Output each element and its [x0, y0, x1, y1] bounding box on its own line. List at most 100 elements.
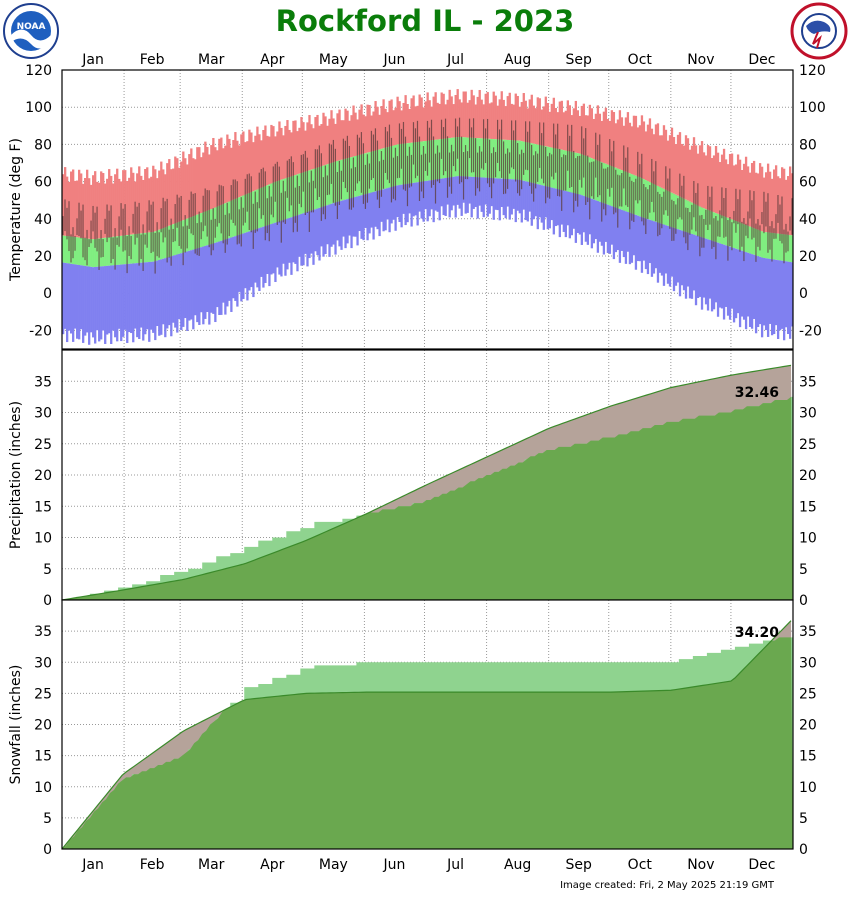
record-high-bar: [200, 157, 203, 214]
record-low-bar: [218, 241, 221, 316]
observed-temperature-bar: [210, 219, 212, 256]
observed-temperature-bar: [669, 168, 671, 229]
record-high-bar: [514, 93, 517, 141]
observed-temperature-bar: [535, 151, 537, 189]
observed-temperature-bar: [591, 161, 593, 197]
observed-temperature-bar: [248, 173, 250, 231]
record-low-bar: [762, 257, 766, 326]
record-low-bar: [722, 244, 726, 320]
observed-temperature-bar: [537, 153, 539, 182]
record-high-bar: [90, 184, 93, 240]
record-high-bar: [262, 129, 265, 187]
normal-range-bar: [116, 236, 119, 265]
record-high-bar: [186, 164, 189, 219]
observed-temperature-bar: [737, 199, 739, 225]
record-low-bar: [660, 223, 664, 276]
record-low-bar: [524, 181, 527, 221]
x-tick-label-top: Mar: [198, 52, 225, 68]
record-low-bar: [552, 188, 555, 235]
observed-temperature-bar: [324, 165, 326, 220]
observed-temperature-bar: [673, 201, 675, 241]
observed-temperature-bar: [236, 181, 238, 245]
observed-temperature-bar: [753, 191, 755, 238]
observed-temperature-bar: [350, 168, 352, 210]
record-high-bar: [712, 155, 716, 213]
observed-temperature-bar: [338, 160, 340, 205]
observed-temperature-bar: [464, 145, 467, 180]
record-low-bar: [362, 194, 365, 241]
record-high-bar: [718, 162, 722, 215]
observed-temperature-bar: [533, 155, 535, 202]
record-high-bar: [454, 94, 457, 138]
observed-temperature-bar: [639, 164, 641, 201]
observed-temperature-bar: [374, 128, 377, 191]
normal-range-bar: [148, 232, 151, 263]
record-high-bar: [62, 174, 65, 236]
observed-temperature-bar: [254, 191, 256, 233]
y-tick-label-left: 20: [34, 468, 52, 484]
record-low-bar: [726, 246, 730, 316]
observed-temperature-bar: [496, 119, 499, 163]
normal-range-bar: [76, 237, 79, 265]
record-high-bar: [754, 172, 758, 229]
normal-range-bar: [136, 233, 139, 264]
record-high-bar: [654, 124, 658, 185]
record-low-bar: [596, 200, 600, 253]
observed-temperature-bar: [108, 210, 110, 238]
record-low-bar: [736, 249, 740, 314]
observed-temperature-bar: [739, 189, 741, 252]
observed-temperature-bar: [541, 133, 543, 179]
normal-range-bar: [720, 215, 724, 245]
observed-temperature-bar: [152, 201, 154, 252]
record-high-bar: [100, 171, 103, 239]
normal-range-bar: [162, 228, 165, 259]
record-high-bar: [600, 120, 604, 163]
observed-temperature-bar: [458, 117, 461, 184]
observed-temperature-bar: [146, 211, 148, 248]
plot-border: [61, 599, 794, 850]
observed-temperature-bar: [120, 203, 122, 230]
record-low-bar: [284, 219, 287, 276]
record-high-bar: [544, 96, 547, 147]
x-tick-label-bottom: Jan: [81, 857, 104, 873]
record-high-bar: [84, 178, 87, 239]
observed-temperature-bar: [282, 180, 284, 223]
normal-range-bar: [774, 233, 778, 260]
x-tick-label-bottom: Aug: [504, 857, 531, 873]
observed-temperature-bar: [631, 180, 633, 221]
record-low-bar: [630, 213, 634, 263]
record-low-bar: [444, 178, 447, 216]
record-high-bar: [238, 145, 241, 198]
observed-temperature-bar: [74, 235, 76, 251]
record-low-bar: [154, 261, 157, 341]
record-high-bar: [606, 119, 610, 165]
record-high-bar: [170, 169, 173, 225]
record-low-bar: [62, 262, 65, 335]
record-low-bar: [190, 250, 193, 320]
total-annotation: 34.20: [735, 625, 780, 641]
record-low-bar: [780, 260, 784, 329]
observed-temperature-bar: [777, 195, 779, 223]
observed-temperature-bar: [697, 183, 699, 237]
observed-temperature-bar: [531, 144, 533, 194]
normal-range-bar: [134, 234, 137, 264]
record-low-bar: [290, 217, 293, 275]
record-low-bar: [640, 217, 644, 273]
observed-temperature-bar: [785, 223, 787, 253]
observed-temperature-bar: [228, 213, 230, 237]
normal-range-bar: [246, 193, 249, 233]
record-high-bar: [210, 145, 213, 210]
y-tick-label-right: -20: [799, 323, 822, 339]
record-high-bar: [768, 171, 772, 233]
observed-temperature-bar: [264, 171, 266, 241]
observed-temperature-bar: [779, 204, 781, 241]
observed-temperature-bar: [509, 152, 511, 174]
record-high-bar: [138, 166, 141, 234]
record-low-bar: [448, 177, 451, 218]
y-tick-label-right: 20: [799, 718, 817, 734]
record-low-bar: [246, 232, 249, 301]
observed-temperature-bar: [488, 139, 491, 188]
y-tick-label-right: 80: [799, 137, 817, 153]
normal-range-bar: [744, 224, 748, 253]
record-low-bar: [100, 266, 103, 340]
